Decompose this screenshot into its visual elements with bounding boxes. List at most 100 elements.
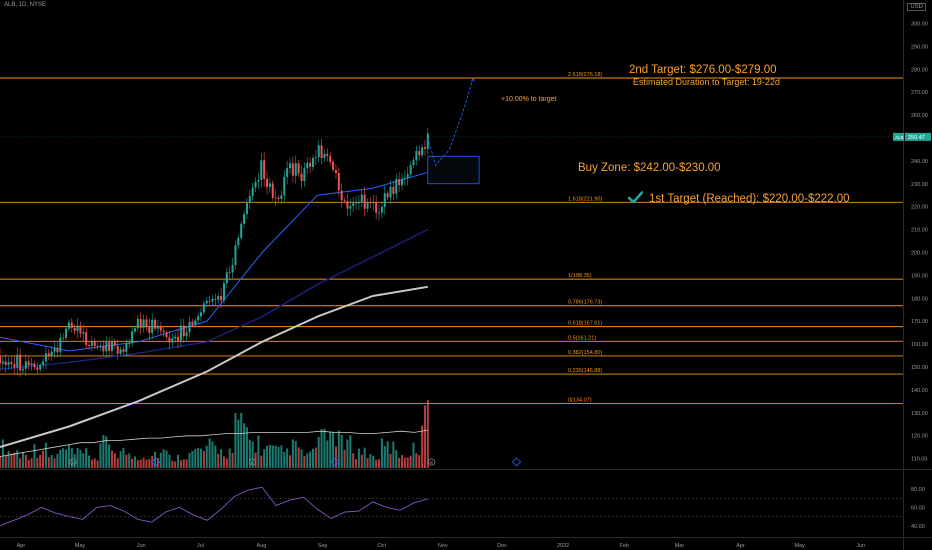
volume-bar: [380, 438, 383, 468]
candle-body: [234, 245, 237, 265]
volume-bar: [323, 428, 326, 468]
volume-bar: [346, 439, 349, 468]
volume-bar: [119, 451, 122, 468]
annotation-percent-to-target: +10.00% to target: [501, 96, 557, 103]
candle-body: [76, 325, 79, 331]
candle-body: [13, 363, 16, 368]
candle-body: [116, 345, 119, 354]
volume-bar: [93, 458, 96, 468]
candle-body: [268, 183, 271, 188]
annotation-second-target: 2nd Target: $276.00-$279.00: [629, 64, 777, 76]
volume-bar: [56, 453, 59, 468]
price-tick-label: 150.00: [911, 365, 928, 371]
volume-bar: [271, 445, 274, 468]
candle-body: [383, 193, 386, 207]
candle-body: [208, 300, 211, 302]
candle-body: [171, 338, 174, 343]
volume-bar: [148, 458, 151, 468]
volume-bar: [208, 438, 211, 468]
rsi-tick-label: 40.00: [911, 524, 925, 530]
volume-bar: [145, 459, 148, 468]
candle-body: [423, 147, 426, 149]
price-tick-label: 110.00: [911, 457, 927, 463]
candle-body: [243, 214, 246, 224]
volume-bar: [50, 455, 53, 468]
volume-bar: [168, 454, 171, 468]
candle-body: [62, 337, 65, 339]
volume-bar: [33, 444, 36, 468]
candle-body: [122, 349, 125, 352]
candle-body: [82, 332, 85, 334]
volume-bar: [13, 452, 16, 468]
volume-bar: [217, 453, 220, 468]
currency-badge[interactable]: USD: [907, 3, 926, 11]
volume-bar: [4, 455, 7, 468]
volume-bar: [306, 453, 309, 468]
candle-body: [151, 319, 154, 333]
volume-bar: [369, 454, 372, 468]
candle-body: [300, 173, 303, 182]
volume-bar: [398, 457, 401, 468]
candle-body: [297, 163, 300, 174]
candle-body: [90, 341, 93, 346]
price-tick-label: 140.00: [911, 388, 928, 394]
candle-body: [406, 174, 409, 178]
candle-body: [105, 342, 108, 352]
last-price-symbol: ALB: [895, 135, 904, 140]
volume-bar: [257, 435, 260, 468]
volume-bar: [165, 450, 168, 468]
price-tick-label: 200.00: [911, 250, 928, 256]
candle-body: [326, 153, 329, 157]
earnings-marker-label: E: [251, 460, 254, 465]
candle-body: [403, 177, 406, 179]
candle-body: [355, 202, 358, 204]
candle-body: [10, 362, 13, 364]
volume-bar: [406, 457, 409, 468]
volume-bar: [67, 445, 70, 468]
moving-average-line: [0, 171, 428, 352]
volume-bar: [412, 442, 415, 468]
volume-bar: [202, 450, 205, 468]
candle-body: [245, 203, 248, 215]
price-tick-label: 120.00: [911, 434, 928, 440]
candle-body: [113, 341, 116, 346]
price-tick-label: 240.00: [911, 159, 928, 165]
candle-body: [156, 325, 159, 329]
volume-bar: [108, 444, 111, 468]
volume-bar: [303, 456, 306, 468]
volume-bar: [220, 449, 223, 468]
last-price-value-bg: [905, 132, 931, 141]
volume-bar: [30, 458, 33, 468]
candle-body: [220, 295, 223, 301]
volume-bar: [154, 451, 157, 468]
candle-body: [378, 212, 381, 214]
candle-body: [283, 176, 286, 196]
volume-bar: [125, 454, 128, 468]
volume-bar: [211, 441, 214, 468]
volume-bar: [36, 457, 39, 468]
volume-bar: [188, 452, 191, 468]
volume-bar: [309, 451, 312, 468]
candle-body: [70, 322, 73, 329]
annotation-duration: Estimated Duration to Target: 19-22d: [633, 77, 780, 87]
candle-body: [174, 336, 177, 339]
checkmark-icon: [628, 191, 643, 204]
candle-body: [139, 318, 142, 328]
volume-bar: [268, 444, 271, 468]
time-tick-label: Jul: [197, 543, 204, 549]
time-tick-label: May: [795, 543, 806, 549]
volume-bar: [179, 460, 182, 468]
candle-body: [44, 353, 47, 362]
candle-body: [363, 194, 366, 209]
moving-average-line: [0, 285, 428, 449]
volume-bar: [378, 459, 381, 468]
volume-bar: [47, 457, 50, 468]
candle-body: [306, 162, 309, 169]
candle-body: [369, 202, 372, 204]
price-tick-label: 220.00: [911, 205, 928, 211]
earnings-icon: [428, 458, 436, 466]
projection-path: [427, 78, 474, 167]
volume-bar: [96, 460, 99, 468]
candle-body: [337, 173, 340, 191]
